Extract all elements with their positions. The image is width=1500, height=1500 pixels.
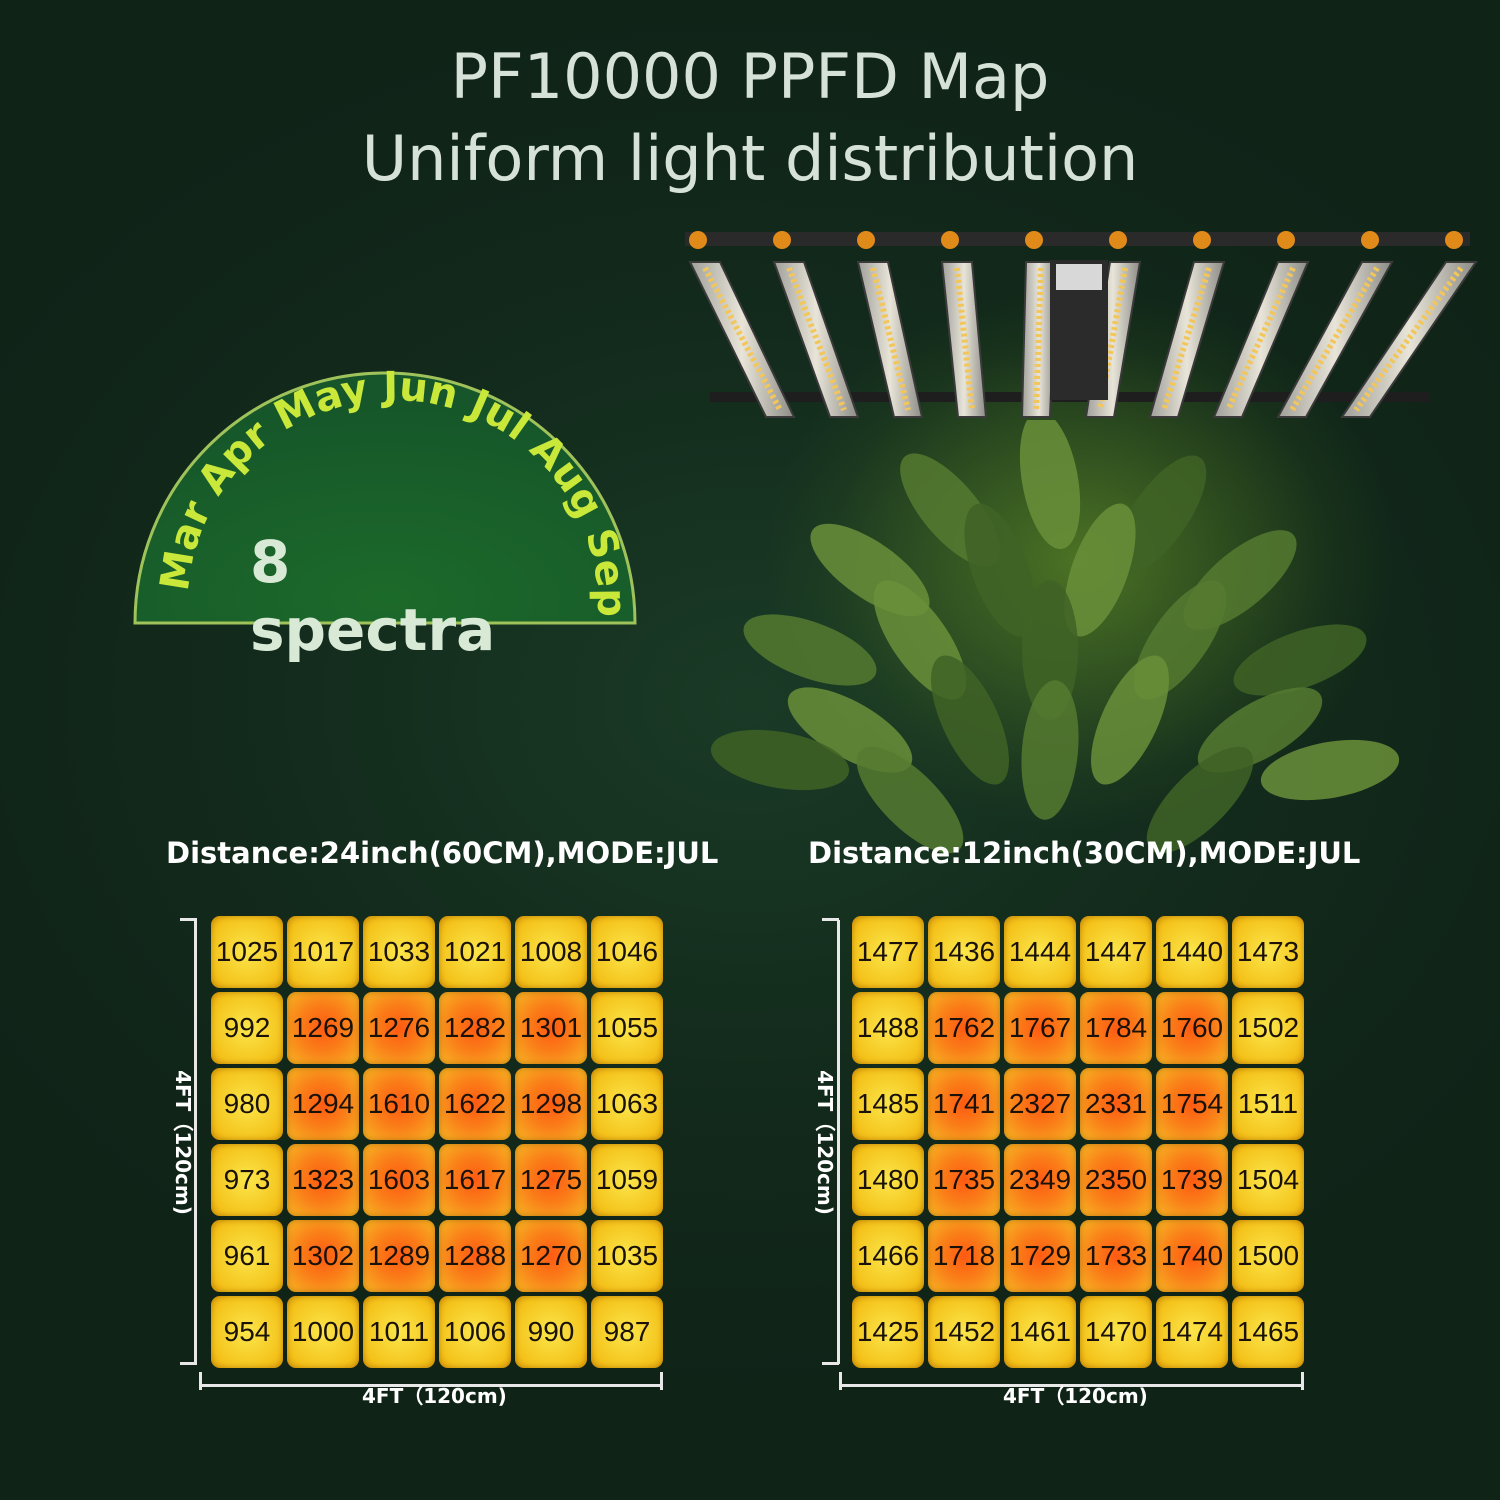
ppfd-cell: 1480 [852, 1144, 924, 1216]
page-title: PF10000 PPFD Map [450, 40, 1050, 113]
ppfd-cell: 1762 [928, 992, 1000, 1064]
ppfd-cell: 1063 [591, 1068, 663, 1140]
ppfd-cell: 1269 [287, 992, 359, 1064]
ppfd-cell: 1488 [852, 992, 924, 1064]
ppfd-cell: 987 [591, 1296, 663, 1368]
chart-title-left: Distance:24inch(60CM),MODE:JUL [166, 836, 719, 870]
ppfd-cell: 1025 [211, 916, 283, 988]
ppfd-cell: 1447 [1080, 916, 1152, 988]
x-axis-label-right: 4FT（120cm) [1003, 1384, 1148, 1408]
ppfd-cell: 1473 [1232, 916, 1304, 988]
ppfd-cell: 1452 [928, 1296, 1000, 1368]
ppfd-cell: 1302 [287, 1220, 359, 1292]
ppfd-cell: 1622 [439, 1068, 511, 1140]
ppfd-cell: 1504 [1232, 1144, 1304, 1216]
ppfd-cell: 1298 [515, 1068, 587, 1140]
x-axis-label-left: 4FT（120cm) [362, 1384, 507, 1408]
ppfd-cell: 1270 [515, 1220, 587, 1292]
y-axis-label-left: 4FT（120cm) [170, 1070, 195, 1215]
plant-canopy-image [710, 420, 1400, 854]
ppfd-cell: 1276 [363, 992, 435, 1064]
ppfd-cell: 1055 [591, 992, 663, 1064]
ppfd-cell: 1610 [363, 1068, 435, 1140]
page-subtitle: Uniform light distribution [361, 122, 1139, 195]
ppfd-cell: 1323 [287, 1144, 359, 1216]
ppfd-cell: 1301 [515, 992, 587, 1064]
ppfd-cell: 1461 [1004, 1296, 1076, 1368]
ppfd-cell: 1282 [439, 992, 511, 1064]
ppfd-cell: 1033 [363, 916, 435, 988]
ppfd-cell: 1754 [1156, 1068, 1228, 1140]
ppfd-cell: 990 [515, 1296, 587, 1368]
ppfd-cell: 1500 [1232, 1220, 1304, 1292]
y-axis-label-right: 4FT（120cm) [812, 1070, 837, 1215]
ppfd-cell: 1035 [591, 1220, 663, 1292]
ppfd-cell: 973 [211, 1144, 283, 1216]
ppfd-cell: 1021 [439, 916, 511, 988]
ppfd-cell: 1436 [928, 916, 1000, 988]
ppfd-cell: 1784 [1080, 992, 1152, 1064]
ppfd-cell: 1000 [287, 1296, 359, 1368]
ppfd-cell: 1465 [1232, 1296, 1304, 1368]
ppfd-cell: 1474 [1156, 1296, 1228, 1368]
ppfd-cell: 1735 [928, 1144, 1000, 1216]
ppfd-cell: 961 [211, 1220, 283, 1292]
ppfd-cell: 1740 [1156, 1220, 1228, 1292]
ppfd-cell: 1444 [1004, 916, 1076, 988]
ppfd-cell: 1729 [1004, 1220, 1076, 1292]
ppfd-cell: 1440 [1156, 916, 1228, 988]
ppfd-cell: 1718 [928, 1220, 1000, 1292]
ppfd-cell: 1477 [852, 916, 924, 988]
ppfd-cell: 1502 [1232, 992, 1304, 1064]
ppfd-cell: 1017 [287, 916, 359, 988]
y-axis-bracket-left [194, 920, 197, 1364]
ppfd-cell: 1485 [852, 1068, 924, 1140]
ppfd-cell: 1008 [515, 916, 587, 988]
ppfd-cell: 1603 [363, 1144, 435, 1216]
chart-title-right: Distance:12inch(30CM),MODE:JUL [808, 836, 1361, 870]
ppfd-cell: 1011 [363, 1296, 435, 1368]
ppfd-cell: 1046 [591, 916, 663, 988]
ppfd-cell: 1733 [1080, 1220, 1152, 1292]
ppfd-cell: 2350 [1080, 1144, 1152, 1216]
ppfd-grid-left: 1025 1017 1033 1021 1008 1046 992 1269 1276 1282 1… [211, 916, 663, 1368]
ppfd-cell: 1289 [363, 1220, 435, 1292]
ppfd-cell: 2327 [1004, 1068, 1076, 1140]
ppfd-cell: 1294 [287, 1068, 359, 1140]
ppfd-cell: 1470 [1080, 1296, 1152, 1368]
y-axis-bracket-right [837, 920, 840, 1364]
ppfd-cell: 1275 [515, 1144, 587, 1216]
led-grow-light-image [685, 231, 1478, 418]
ppfd-cell: 1767 [1004, 992, 1076, 1064]
ppfd-cell: 980 [211, 1068, 283, 1140]
ppfd-grid-right: 1477 1436 1444 1447 1440 1473 1488 1762 1767 1784… [852, 916, 1304, 1368]
ppfd-cell: 1617 [439, 1144, 511, 1216]
ppfd-cell: 1059 [591, 1144, 663, 1216]
x-axis-bracket-left [199, 1384, 663, 1387]
ppfd-cell: 2331 [1080, 1068, 1152, 1140]
ppfd-cell: 1739 [1156, 1144, 1228, 1216]
spectra-label: 8 spectra [250, 528, 496, 664]
ppfd-cell: 1760 [1156, 992, 1228, 1064]
ppfd-cell: 2349 [1004, 1144, 1076, 1216]
spectra-badge: Mar Apr May Jun Jul Aug Sep Oct [130, 290, 637, 625]
ppfd-cell: 992 [211, 992, 283, 1064]
ppfd-cell: 1511 [1232, 1068, 1304, 1140]
ppfd-cell: 1425 [852, 1296, 924, 1368]
ppfd-cell: 1466 [852, 1220, 924, 1292]
ppfd-cell: 1741 [928, 1068, 1000, 1140]
x-axis-bracket-right [839, 1384, 1304, 1387]
ppfd-cell: 1006 [439, 1296, 511, 1368]
ppfd-cell: 954 [211, 1296, 283, 1368]
ppfd-cell: 1288 [439, 1220, 511, 1292]
